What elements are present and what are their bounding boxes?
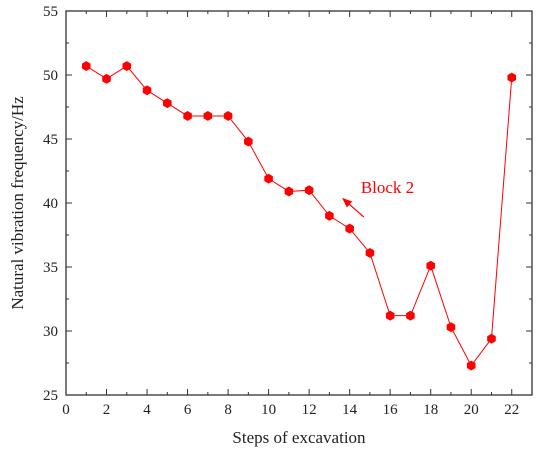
data-point [142,85,152,96]
data-point [365,247,375,258]
data-point [244,136,253,147]
y-tick-label: 55 [43,4,58,20]
data-point [385,310,395,321]
data-series [81,61,517,371]
x-tick-label: 4 [143,402,151,418]
data-point [163,98,172,109]
x-tick-label: 18 [423,402,438,418]
data-point [304,185,314,196]
y-tick-label: 50 [43,68,58,84]
x-tick-label: 14 [342,402,358,418]
y-tick-label: 30 [43,324,58,340]
data-point [345,223,354,234]
x-tick-label: 22 [504,402,519,418]
data-point [183,111,192,121]
y-tick-label: 45 [43,132,58,148]
annotation-label: Block 2 [361,178,414,197]
y-tick-label: 40 [43,196,58,212]
series-line [85,65,513,367]
data-point [102,73,111,84]
x-tick-label: 0 [62,402,70,418]
x-axis-title: Steps of excavation [232,428,366,447]
annotations: Block 2 [342,178,414,218]
y-tick-label: 25 [43,388,58,404]
axes: 0 2 4 6 8 10 12 14 16 18 20 22 25 30 35 40 45 50 55 [43,4,533,418]
x-tick-label: 2 [103,402,111,418]
y-tick-label: 35 [43,260,58,276]
data-point [487,333,496,344]
data-point [223,111,233,121]
annotation-arrow [342,197,365,218]
data-point [446,322,456,333]
data-point [284,186,294,197]
data-point [426,260,435,271]
x-tick-label: 8 [224,402,232,418]
x-tick-label: 20 [464,402,479,418]
data-point [507,72,517,83]
data-point [325,210,334,221]
data-point [264,173,273,184]
plot-frame [65,10,533,396]
data-point [122,61,132,71]
data-point [81,61,91,71]
data-point [406,310,415,321]
data-point [203,111,213,121]
x-tick-label: 10 [261,402,276,418]
y-axis-title: Natural vibration frequency/Hz [8,96,27,310]
data-point [466,360,476,371]
x-tick-label: 16 [383,402,399,418]
x-tick-label: 12 [302,402,317,418]
x-tick-label: 6 [184,402,192,418]
